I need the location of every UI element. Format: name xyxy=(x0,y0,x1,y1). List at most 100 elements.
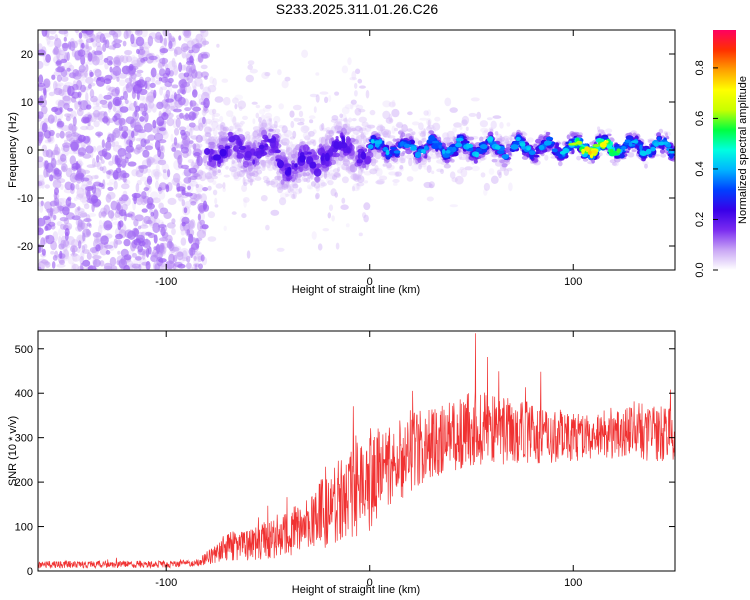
spectrogram-cell xyxy=(195,33,203,43)
spectrogram-cell xyxy=(64,113,72,118)
spectrogram-cell xyxy=(101,148,108,158)
spectrogram-cell xyxy=(59,259,65,265)
spectrogram-cell xyxy=(91,184,97,194)
spectrogram-cell xyxy=(112,66,122,76)
spectrogram-cell xyxy=(488,168,495,175)
spectrogram-cell xyxy=(191,69,198,79)
spectrogram-cell xyxy=(402,150,406,155)
spectrogram-cell xyxy=(258,144,265,150)
spectrogram-cell xyxy=(124,49,133,56)
spectrogram-cell xyxy=(225,165,229,170)
spectrogram-cell xyxy=(118,79,126,87)
spectrogram-cell xyxy=(399,165,404,170)
spectrogram-cell xyxy=(87,265,97,270)
spectrogram-cell xyxy=(117,163,122,168)
spectrogram-cell xyxy=(606,133,612,137)
spectrogram-cell xyxy=(333,141,340,150)
spectrogram-cell xyxy=(354,125,362,132)
spectrogram-cell xyxy=(292,147,297,156)
spectrogram-cell xyxy=(140,58,146,63)
spectrogram-cell xyxy=(93,50,103,56)
spectrogram-cell xyxy=(247,64,253,70)
spectrogram-cell xyxy=(153,171,163,178)
spectrogram-cell xyxy=(85,186,94,191)
spectrogram-cell xyxy=(145,260,151,270)
spectrogram-cell xyxy=(191,266,196,270)
spectrogram-cell xyxy=(406,128,413,132)
spectrogram-cell xyxy=(113,127,121,139)
spectrogram-cell xyxy=(204,172,213,180)
spectrogram-cell xyxy=(423,145,429,151)
spectrogram-cell xyxy=(266,180,276,186)
spectrogram-cell xyxy=(123,30,129,40)
spectrogram-cell xyxy=(356,182,365,187)
spectrogram-cell xyxy=(150,212,155,217)
spectrogram-cell xyxy=(109,256,117,266)
spectrogram-cell xyxy=(60,58,68,64)
spectrogram-cell xyxy=(315,163,323,168)
spectrogram-cell xyxy=(395,171,402,177)
spectrogram-cell xyxy=(609,149,614,153)
spectrogram-cell xyxy=(150,169,157,178)
spectrogram-cell xyxy=(391,99,396,107)
spectrogram-cell xyxy=(85,125,94,131)
spectrogram-cell xyxy=(118,209,127,217)
spectrogram-cell xyxy=(277,159,284,169)
spectrogram-xtick-label: 100 xyxy=(564,276,582,288)
spectrogram-cell xyxy=(538,145,545,150)
spectrogram-cell xyxy=(78,32,83,39)
spectrogram-cell xyxy=(166,240,173,249)
spectrogram-cell xyxy=(165,89,171,99)
spectrogram-cell xyxy=(335,136,339,140)
spectrogram-cell xyxy=(427,119,431,127)
spectrogram-cell xyxy=(249,68,258,74)
spectrogram-cell xyxy=(475,156,479,160)
spectrogram-cell xyxy=(618,153,625,159)
spectrogram-cell xyxy=(491,158,498,163)
spectrogram-cell xyxy=(105,250,111,255)
spectrogram-cell xyxy=(199,219,205,226)
spectrogram-cell xyxy=(133,124,143,133)
spectrogram-cell xyxy=(355,68,361,75)
spectrogram-cell xyxy=(175,117,181,128)
spectrogram-cell xyxy=(389,147,398,150)
spectrogram-cell xyxy=(184,192,193,197)
spectrogram-cell xyxy=(581,149,586,152)
spectrogram-cell xyxy=(242,115,248,120)
spectrogram-cell xyxy=(147,35,154,47)
spectrogram-cell xyxy=(555,142,559,148)
spectrogram-cell xyxy=(559,150,566,155)
spectrogram-cell xyxy=(364,155,372,164)
spectrogram-cell xyxy=(80,54,86,66)
spectrogram-cell xyxy=(305,141,314,145)
spectrogram-cell xyxy=(576,140,583,145)
spectrogram-cell xyxy=(551,148,558,153)
spectrogram-cell xyxy=(238,145,247,151)
spectrogram-cell xyxy=(190,242,200,250)
spectrogram-cell xyxy=(251,101,258,105)
spectrogram-cell xyxy=(465,140,470,144)
spectrogram-cell xyxy=(56,263,66,268)
spectrogram-cell xyxy=(357,152,362,160)
spectrogram-cell xyxy=(365,89,370,99)
snr-xtick-label: 0 xyxy=(367,577,373,589)
spectrogram-cell xyxy=(326,176,330,183)
spectrogram-cell xyxy=(116,201,121,211)
spectrogram-cell xyxy=(135,72,142,77)
spectrogram-cell xyxy=(107,186,114,191)
spectrogram-cell xyxy=(69,72,77,79)
spectrogram-cell xyxy=(277,69,282,76)
spectrogram-cell xyxy=(112,56,121,65)
spectrogram-cell xyxy=(153,89,157,99)
spectrogram-cell xyxy=(223,174,230,178)
spectrogram-cell xyxy=(198,263,203,270)
spectrogram-cell xyxy=(155,79,162,85)
spectrogram-cell xyxy=(375,167,383,177)
spectrogram-cell xyxy=(432,148,436,153)
spectrogram-cell xyxy=(196,229,207,239)
spectrogram-cell xyxy=(94,69,102,77)
spectrogram-cell xyxy=(45,54,51,63)
spectrogram-cell xyxy=(284,76,291,82)
spectrogram-cell xyxy=(82,259,91,267)
spectrogram-cell xyxy=(426,109,432,117)
